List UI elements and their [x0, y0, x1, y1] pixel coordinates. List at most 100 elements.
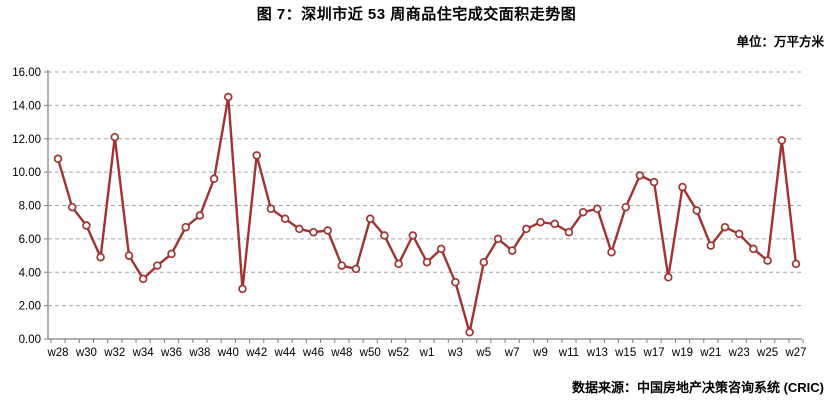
data-point [181, 222, 190, 232]
data-point [167, 249, 176, 259]
x-tick-label: w15 [614, 347, 636, 359]
x-tick-label: w36 [160, 347, 182, 359]
data-point [734, 229, 744, 239]
y-tick-label: 8.00 [19, 201, 41, 213]
data-source: 数据来源：中国房地产决策咨询系统 (CRIC) [571, 380, 824, 395]
data-point [238, 284, 247, 294]
data-point [720, 222, 730, 232]
x-tick-label: w27 [784, 347, 806, 359]
y-tick-label: 2.00 [19, 301, 41, 313]
data-point [153, 261, 162, 270]
line-chart: 0.00 2.00 4.00 6.00 8.00 10.00 12.00 14.00 16.00… [12, 67, 806, 359]
data-point [351, 264, 361, 274]
data-point [408, 231, 418, 240]
x-tick-label: w25 [756, 347, 778, 359]
y-tick-label: 10.00 [12, 167, 41, 179]
x-tick-label: w42 [245, 347, 267, 359]
gridlines [48, 71, 802, 307]
data-point [763, 256, 772, 265]
data-point [578, 207, 588, 217]
x-tick-label: w32 [103, 347, 125, 359]
data-point [749, 244, 758, 254]
y-tick-label: 12.00 [12, 134, 41, 146]
data-point [82, 221, 91, 230]
x-tick-label: w13 [586, 347, 608, 359]
x-tick-label: w19 [671, 347, 693, 359]
x-tick-label: w34 [132, 347, 155, 359]
data-point [465, 328, 474, 337]
data-point [649, 177, 659, 187]
data-point [67, 202, 77, 212]
x-tick-label: w46 [302, 347, 324, 359]
data-point [635, 171, 645, 180]
x-tick-label: w30 [75, 347, 97, 359]
data-point [621, 202, 630, 212]
data-point [522, 224, 531, 234]
data-point [678, 182, 687, 192]
data-point [422, 257, 432, 267]
data-point [266, 204, 276, 214]
x-tick-label: w1 [419, 347, 435, 359]
data-point [124, 251, 134, 260]
data-point [777, 136, 787, 145]
data-point [309, 227, 318, 237]
data-point [110, 132, 120, 142]
y-tick-label: 6.00 [19, 234, 41, 246]
chart-title: 图 7：深圳市近 53 周商品住宅成交面积走势图 [256, 6, 577, 23]
data-point [706, 241, 716, 250]
data-point [96, 252, 105, 262]
y-tick-label: 0.00 [19, 334, 41, 346]
data-point [224, 92, 233, 102]
x-tick-label: w9 [532, 347, 548, 359]
data-point [53, 154, 63, 164]
data-point [252, 151, 261, 160]
x-axis-ticks [50, 339, 804, 343]
unit-label: 单位：万平方米 [736, 35, 824, 49]
data-point [607, 247, 616, 257]
y-tick-label: 4.00 [19, 267, 41, 279]
axes [47, 70, 802, 340]
y-axis-labels: 0.00 2.00 4.00 6.00 8.00 10.00 12.00 14.00 16.00 [12, 67, 48, 346]
data-point [394, 259, 403, 269]
data-point [195, 211, 205, 220]
x-tick-label: w44 [274, 347, 297, 359]
x-tick-label: w40 [217, 347, 239, 359]
data-point [479, 257, 489, 267]
data-point [664, 273, 673, 282]
data-point [692, 206, 701, 215]
data-point [295, 224, 304, 234]
y-tick-label: 16.00 [12, 67, 41, 79]
data-point [550, 219, 559, 229]
data-point [593, 204, 602, 214]
data-point [493, 234, 503, 244]
data-point [280, 214, 290, 224]
data-point [536, 217, 545, 227]
data-point [138, 274, 148, 284]
data-point-markers [53, 92, 801, 337]
data-point [323, 226, 332, 235]
y-tick-label: 14.00 [12, 100, 41, 112]
data-point [436, 244, 446, 254]
x-tick-label: w3 [447, 347, 463, 359]
x-tick-label: w5 [475, 347, 491, 359]
data-point [337, 261, 347, 270]
x-tick-label: w48 [330, 347, 352, 359]
x-tick-label: w17 [643, 347, 665, 359]
x-tick-label: w7 [504, 347, 520, 359]
x-tick-label: w23 [728, 347, 750, 359]
x-tick-label: w38 [188, 347, 210, 359]
trend-line [56, 95, 798, 334]
data-point [380, 231, 389, 240]
x-axis-labels: w28 w30 w32 w34 w36 w38 w40 w42 w44 w46 w48 w50 w52 w… [46, 347, 806, 359]
data-point [791, 259, 801, 269]
data-point [564, 227, 574, 237]
x-tick-label: w21 [699, 347, 721, 359]
data-point [451, 278, 460, 287]
x-tick-label: w11 [558, 347, 579, 359]
data-point [365, 214, 375, 224]
x-tick-label: w50 [359, 347, 381, 359]
x-tick-label: w52 [387, 347, 409, 359]
data-point [209, 174, 219, 184]
data-point [507, 246, 517, 255]
